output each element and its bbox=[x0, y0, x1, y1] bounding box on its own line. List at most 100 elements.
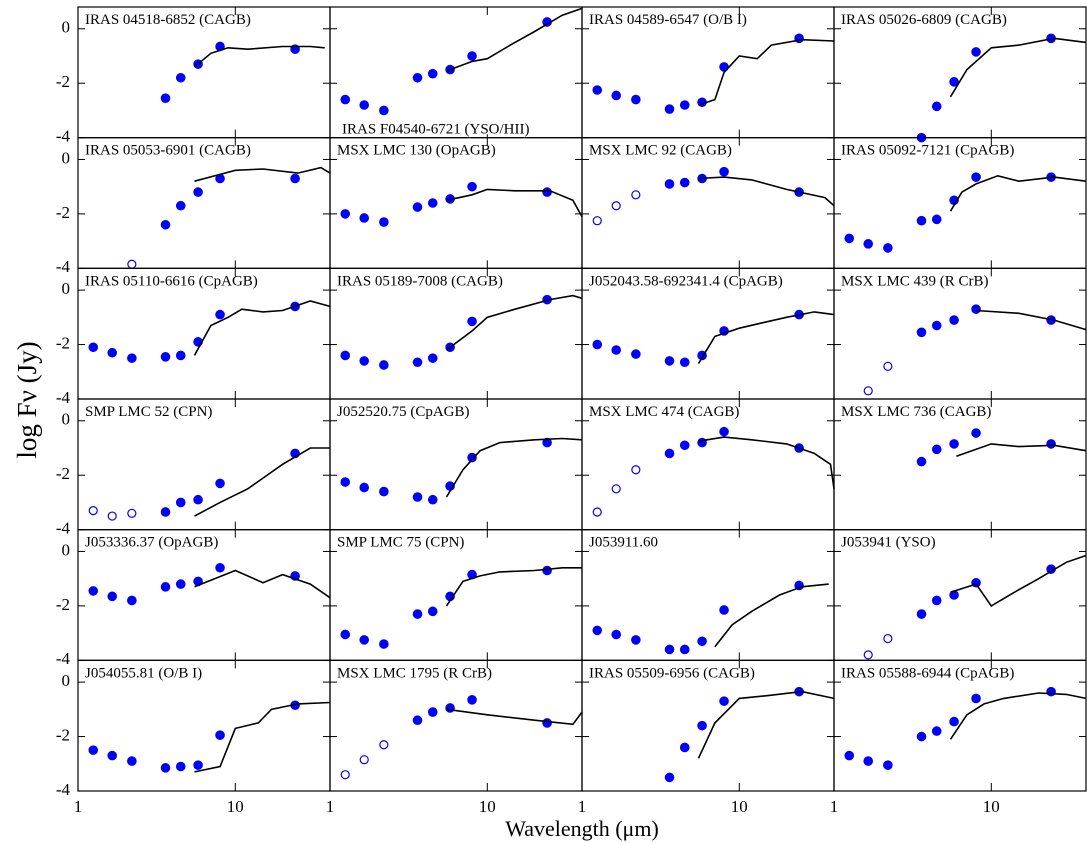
filled-point bbox=[160, 763, 171, 773]
filled-point bbox=[127, 353, 137, 363]
filled-point bbox=[863, 756, 874, 766]
spectrum-line bbox=[194, 569, 331, 599]
open-point bbox=[107, 511, 117, 521]
spectrum-line bbox=[697, 690, 835, 759]
open-point bbox=[611, 201, 621, 211]
filled-point bbox=[664, 104, 675, 114]
y-tick-label: -4 bbox=[56, 649, 71, 668]
x-tick-label: 1 bbox=[830, 797, 839, 816]
open-point bbox=[592, 507, 602, 517]
filled-point bbox=[916, 456, 927, 467]
spectrum-line bbox=[193, 45, 325, 68]
filled-point bbox=[664, 179, 675, 189]
x-tick-label: 1 bbox=[578, 797, 587, 816]
panel-frame bbox=[833, 659, 1087, 792]
y-tick-label: -2 bbox=[56, 72, 70, 91]
spectrum-line bbox=[698, 436, 835, 489]
filled-point bbox=[949, 439, 959, 449]
filled-point bbox=[719, 426, 729, 437]
panel-title: IRAS 04589-6547 (O/B I) bbox=[589, 12, 747, 28]
x-tick-label: 10 bbox=[479, 797, 496, 816]
filled-point bbox=[679, 440, 690, 451]
open-point bbox=[611, 484, 621, 494]
filled-point bbox=[193, 187, 203, 197]
filled-point bbox=[467, 181, 477, 192]
filled-point bbox=[863, 239, 874, 249]
x-tick-label: 10 bbox=[983, 797, 1000, 816]
filled-point bbox=[883, 760, 893, 770]
filled-point bbox=[971, 47, 981, 57]
panel-title: MSX LMC 439 (R CrB) bbox=[841, 273, 989, 289]
panel-title: IRAS 05588-6944 (CpAGB) bbox=[841, 665, 1014, 681]
open-point bbox=[340, 770, 350, 780]
spectrum-line bbox=[714, 583, 829, 648]
x-tick-label: 1 bbox=[74, 797, 83, 816]
filled-point bbox=[127, 595, 137, 606]
spectrum-line bbox=[950, 554, 1087, 607]
filled-point bbox=[949, 315, 959, 325]
filled-point bbox=[679, 177, 690, 188]
filled-point bbox=[175, 200, 186, 211]
spectrum-line bbox=[949, 37, 1087, 98]
filled-point bbox=[916, 609, 927, 619]
filled-point bbox=[664, 644, 675, 655]
filled-point bbox=[971, 172, 981, 182]
panel-title: MSX LMC 1795 (R CrB) bbox=[337, 665, 492, 681]
panel-title: J052520.75 (CpAGB) bbox=[337, 404, 470, 420]
filled-point bbox=[107, 750, 118, 761]
filled-point bbox=[290, 173, 300, 184]
y-tick-label: -2 bbox=[56, 333, 70, 352]
open-point bbox=[863, 650, 873, 660]
spectrum-line bbox=[956, 443, 1087, 457]
filled-point bbox=[719, 166, 729, 177]
panel-title: IRAS 05189-7008 (CAGB) bbox=[337, 273, 503, 289]
y-tick-label: -2 bbox=[56, 725, 70, 744]
spectrum-line bbox=[194, 166, 331, 182]
filled-point bbox=[160, 352, 171, 362]
filled-point bbox=[88, 745, 99, 755]
filled-point bbox=[631, 635, 641, 645]
spectrum-line bbox=[976, 309, 1087, 331]
filled-point bbox=[679, 357, 690, 368]
filled-point bbox=[193, 760, 203, 770]
filled-point bbox=[664, 448, 675, 459]
filled-point bbox=[379, 360, 389, 370]
filled-point bbox=[175, 350, 186, 361]
filled-point bbox=[467, 316, 477, 327]
x-axis-label: Wavelength (μm) bbox=[505, 816, 659, 841]
panel-title: IRAS F04540-6721 (YSO/HII) bbox=[342, 122, 530, 138]
panel-title: IRAS 05026-6809 (CAGB) bbox=[841, 12, 1007, 28]
filled-point bbox=[542, 565, 552, 576]
y-tick-label: 0 bbox=[62, 540, 71, 559]
y-tick-label: 0 bbox=[62, 671, 71, 690]
filled-point bbox=[971, 304, 981, 314]
filled-point bbox=[412, 357, 423, 368]
filled-point bbox=[664, 772, 675, 783]
filled-point bbox=[379, 486, 389, 497]
y-tick-label: 0 bbox=[62, 148, 71, 167]
spectrum-line bbox=[697, 311, 835, 365]
filled-point bbox=[379, 639, 389, 649]
open-point bbox=[379, 740, 389, 750]
filled-point bbox=[175, 579, 186, 589]
spectrum-line bbox=[194, 701, 331, 773]
filled-point bbox=[427, 68, 438, 79]
y-tick-label: 0 bbox=[62, 18, 71, 37]
filled-point bbox=[467, 51, 477, 61]
filled-point bbox=[160, 582, 171, 592]
filled-point bbox=[215, 730, 225, 740]
filled-point bbox=[931, 444, 942, 455]
open-point bbox=[88, 506, 98, 516]
spectrum-line bbox=[194, 447, 330, 517]
filled-point bbox=[160, 93, 171, 103]
panel-title: IRAS 05509-6956 (CAGB) bbox=[589, 665, 755, 681]
filled-point bbox=[427, 707, 438, 717]
filled-point bbox=[379, 217, 389, 227]
filled-point bbox=[160, 219, 171, 230]
filled-point bbox=[340, 350, 351, 361]
filled-point bbox=[542, 187, 552, 197]
filled-point bbox=[359, 635, 370, 645]
filled-point bbox=[175, 72, 186, 83]
y-tick-label: -2 bbox=[56, 595, 70, 614]
filled-point bbox=[592, 85, 603, 95]
